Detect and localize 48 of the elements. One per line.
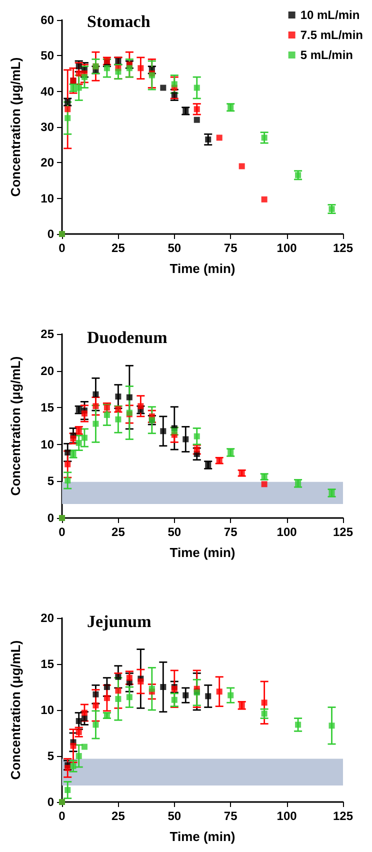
y-tick-label: 25	[40, 327, 54, 341]
x-tick-label: 125	[332, 809, 354, 823]
x-tick-label: 50	[168, 525, 182, 539]
y-tick-label: 15	[40, 657, 54, 671]
y-tick-label: 10	[40, 437, 54, 452]
y-tick-label: 60	[40, 13, 54, 27]
x-tick-label: 50	[168, 809, 182, 823]
y-tick-label: 0	[47, 227, 54, 241]
x-tick-label: 125	[332, 525, 354, 539]
legend-label: 10 mL/min	[300, 8, 360, 22]
x-axis-title: Time (min)	[170, 261, 236, 276]
x-tick-label: 0	[58, 809, 66, 823]
legend-label: 5 mL/min	[300, 48, 354, 62]
y-axis-title: Concentration (μg/mL)	[8, 640, 23, 780]
y-tick-label: 40	[40, 84, 54, 98]
x-tick-label: 50	[168, 241, 182, 255]
x-tick-label: 100	[276, 241, 298, 255]
y-tick-label: 10	[40, 191, 54, 206]
y-tick-label: 0	[47, 511, 54, 525]
x-tick-label: 125	[332, 241, 354, 255]
x-tick-label: 75	[224, 525, 238, 539]
y-tick-label: 30	[40, 120, 54, 134]
y-tick-label: 15	[40, 400, 54, 415]
x-tick-label: 75	[224, 809, 238, 823]
y-tick-label: 5	[47, 474, 54, 488]
chart-title: Stomach	[87, 12, 151, 31]
y-tick-label: 0	[47, 795, 54, 809]
y-tick-label: 20	[40, 611, 54, 625]
x-tick-label: 100	[276, 809, 298, 823]
x-axis-title: Time (min)	[170, 545, 236, 560]
y-tick-label: 10	[40, 703, 54, 717]
chart-title: Jejunum	[87, 612, 152, 631]
chart-title: Duodenum	[87, 328, 168, 347]
y-axis-title: Concentration (μg/mL)	[8, 356, 23, 496]
y-axis-title: Concentration (μg/mL)	[8, 57, 23, 197]
x-tick-label: 100	[276, 525, 298, 539]
x-tick-label: 75	[224, 241, 238, 255]
y-tick-label: 20	[40, 156, 54, 170]
x-axis-title: Time (min)	[170, 829, 236, 844]
x-tick-label: 25	[112, 525, 126, 539]
x-tick-label: 0	[58, 525, 66, 539]
x-tick-label: 25	[112, 809, 126, 823]
y-tick-label: 20	[40, 364, 54, 378]
x-tick-label: 25	[112, 241, 126, 255]
y-tick-label: 50	[40, 48, 54, 63]
y-tick-label: 5	[47, 749, 54, 763]
legend-label: 7.5 mL/min	[300, 28, 364, 42]
x-tick-label: 0	[58, 241, 66, 255]
